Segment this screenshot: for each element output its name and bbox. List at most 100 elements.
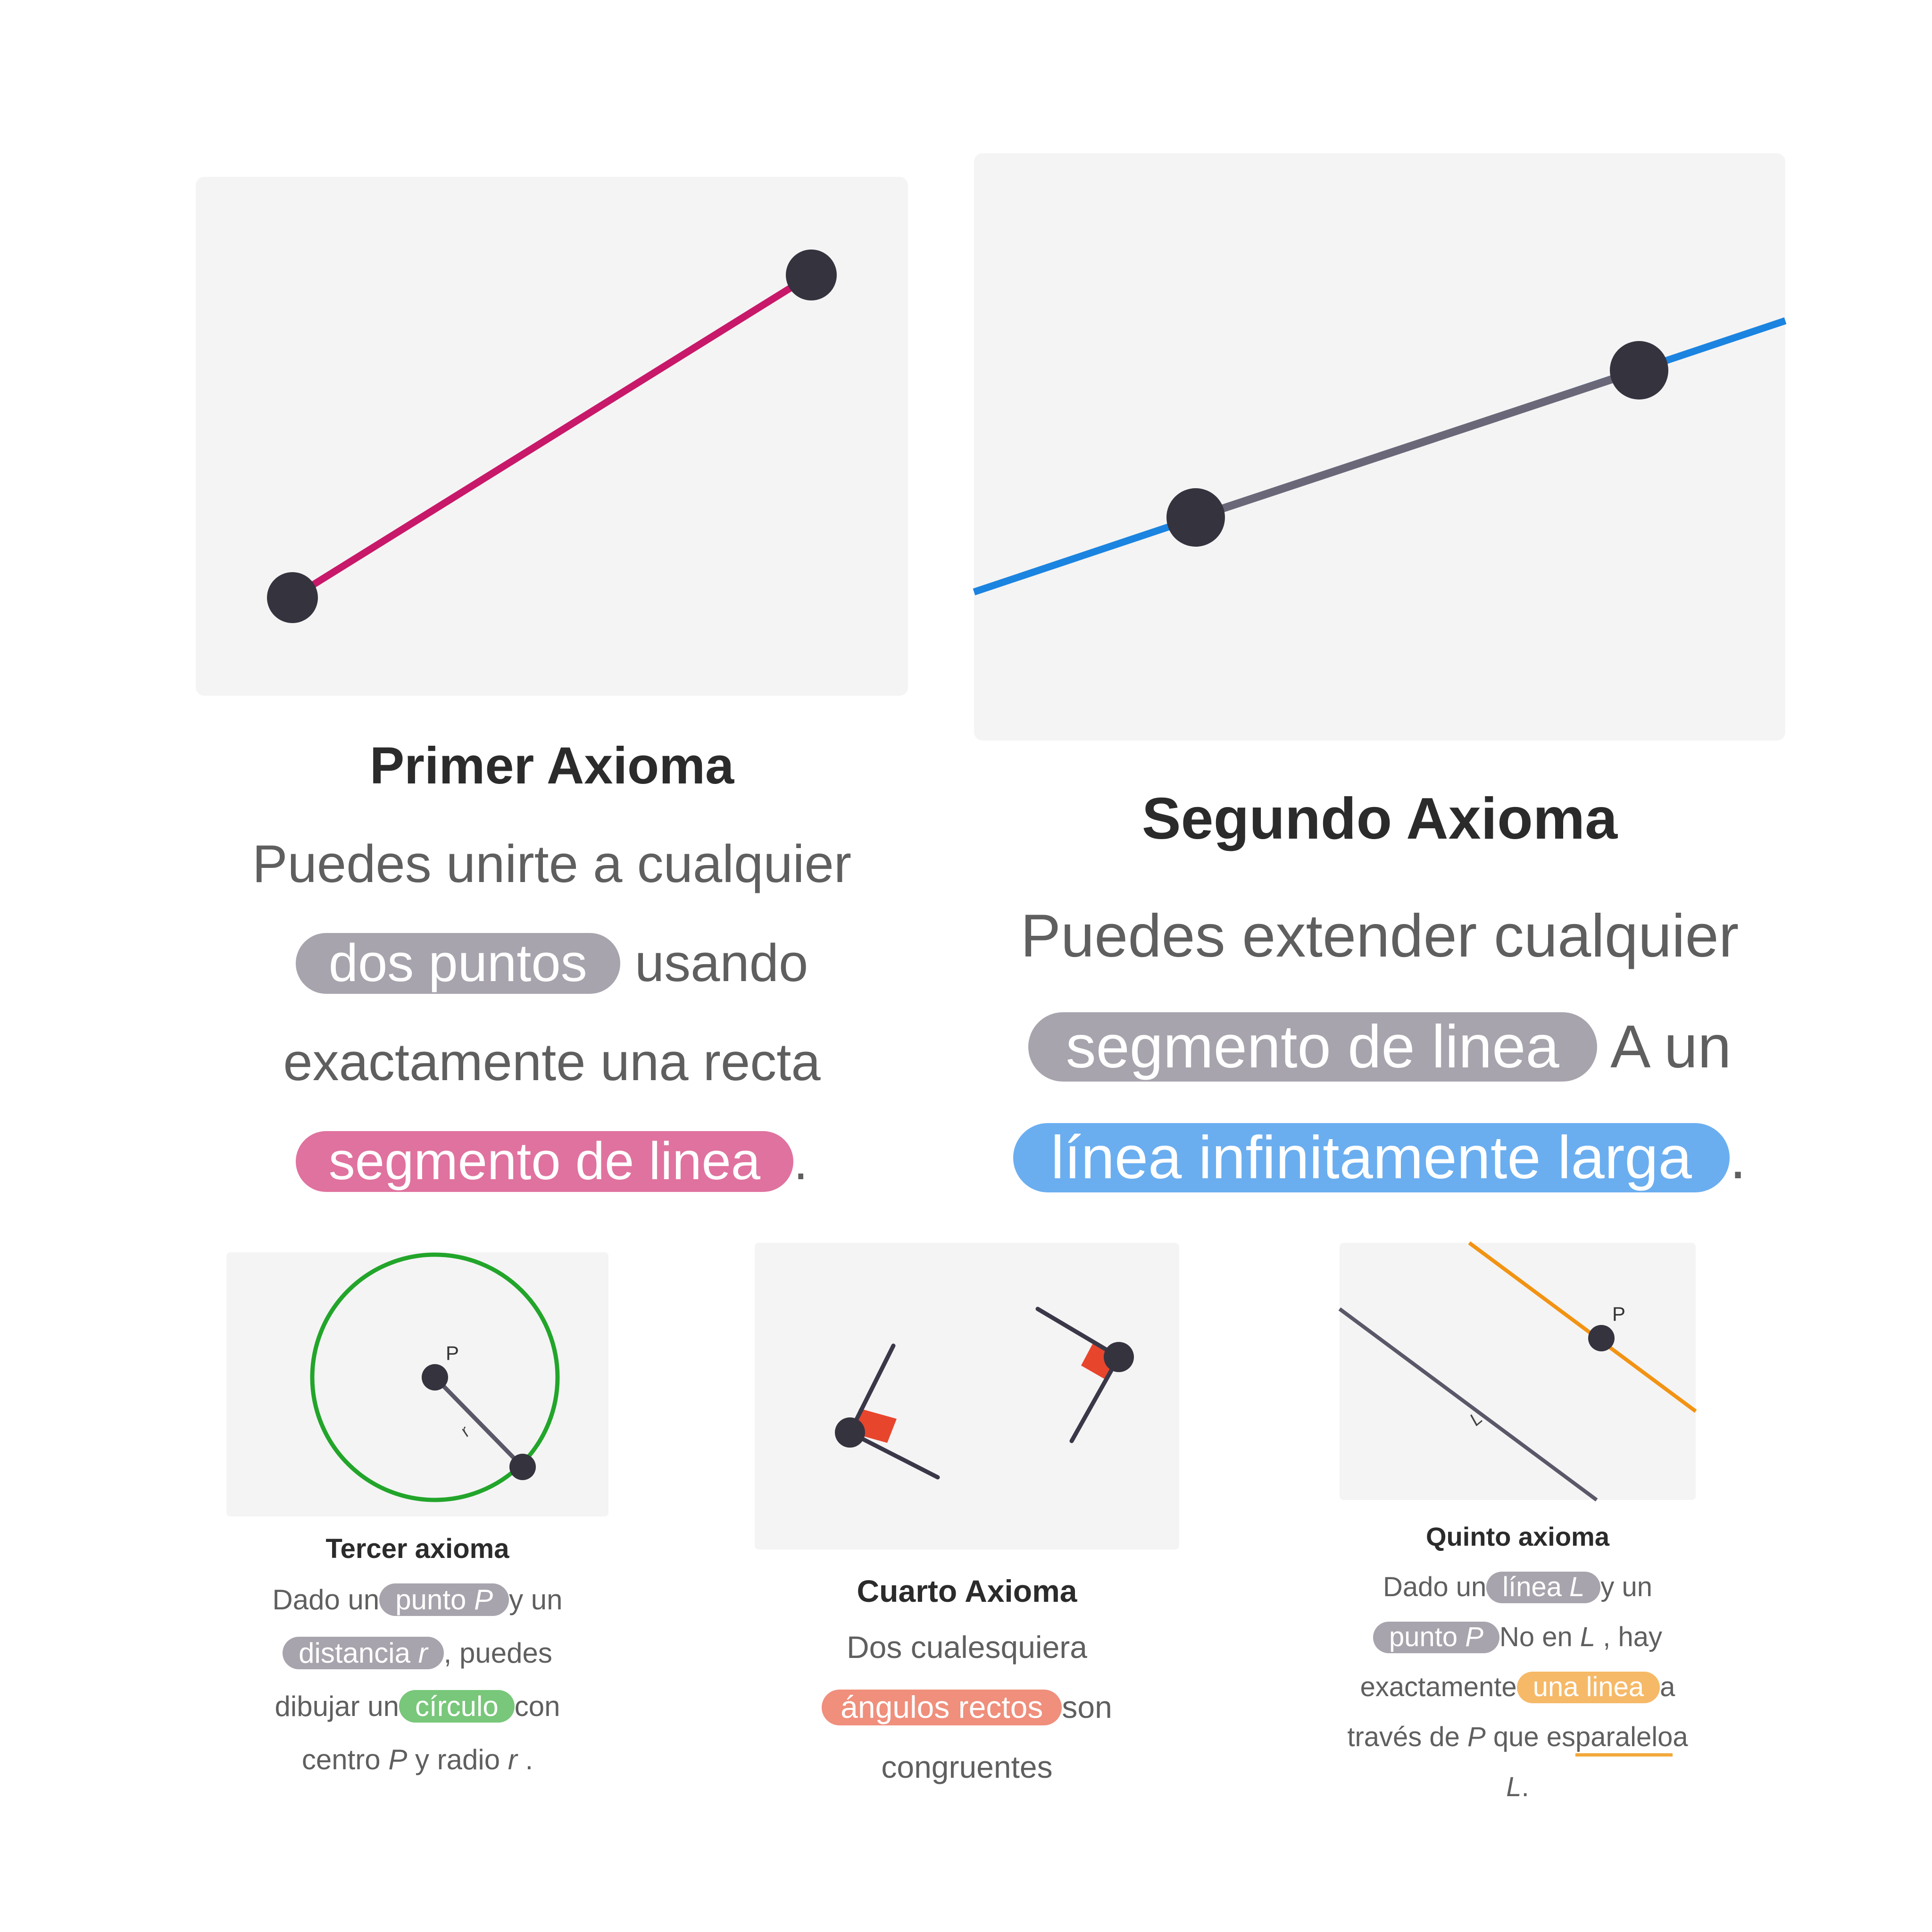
pill-right-angles[interactable]: ángulos rectos	[822, 1690, 1062, 1725]
pill-one-line[interactable]: una linea	[1516, 1672, 1660, 1703]
pill-two-points[interactable]: dos puntos	[295, 933, 620, 994]
axiom2-diagram	[973, 153, 1787, 741]
edge-point[interactable]	[509, 1454, 536, 1480]
line-segment	[1194, 366, 1641, 522]
axiom2-caption: Segundo Axioma Puedes extender cualquier…	[958, 785, 1802, 1213]
text: congruentes	[881, 1749, 1053, 1784]
text: y radio	[415, 1744, 500, 1775]
vertex-right[interactable]	[1104, 1342, 1134, 1372]
axiom2-title: Segundo Axioma	[1141, 786, 1618, 851]
axiom3-title: Tercer axioma	[325, 1533, 509, 1564]
axiom4-diagram	[755, 1243, 1179, 1549]
axiom1-title: Primer Axioma	[369, 737, 734, 795]
text: con	[514, 1690, 560, 1722]
text: son	[1062, 1690, 1112, 1724]
label-p: P	[446, 1342, 459, 1364]
circle	[310, 1252, 560, 1502]
text: y un	[509, 1584, 563, 1616]
text: .	[1729, 1124, 1747, 1191]
text: a	[1660, 1672, 1675, 1702]
text: Dos cualesquiera	[847, 1630, 1087, 1665]
text: .	[525, 1744, 533, 1775]
var-r: r	[508, 1744, 517, 1775]
label-l: L	[1466, 1408, 1486, 1430]
angle-arm	[848, 1430, 940, 1480]
var-r: r	[418, 1637, 428, 1669]
pill-label: distancia	[299, 1637, 410, 1669]
pill-circle[interactable]: círculo	[399, 1690, 515, 1723]
var-l: L	[1580, 1622, 1596, 1652]
text: exactamente	[1360, 1672, 1517, 1702]
axiom3-svg: P r	[310, 1252, 560, 1502]
axiom5-svg: P L	[1338, 1241, 1697, 1502]
text: No en	[1499, 1622, 1573, 1652]
pill-infinite-line[interactable]: línea infinitamente larga	[1013, 1123, 1730, 1193]
axiom4-svg	[835, 1307, 1134, 1480]
axiom4-title: Cuarto Axioma	[857, 1574, 1077, 1608]
var-l: L	[1506, 1772, 1522, 1802]
text: centro	[301, 1744, 381, 1775]
label-r: r	[456, 1422, 475, 1440]
var-p: P	[388, 1744, 408, 1775]
vertex-left[interactable]	[835, 1417, 865, 1448]
axiom4-text: Dos cualesquiera ángulos rectos son congr…	[736, 1617, 1198, 1797]
axiom5-diagram: P L	[1338, 1241, 1697, 1502]
axiom1-text: Puedes unirte a cualquier dos puntos usa…	[196, 815, 908, 1211]
pill-label: línea	[1502, 1572, 1562, 1602]
text: Dado un	[272, 1584, 380, 1616]
text: .	[793, 1132, 808, 1191]
pill-label: punto	[1389, 1622, 1458, 1652]
text: y un	[1600, 1572, 1653, 1602]
text: Puedes unirte a cualquier	[252, 834, 852, 893]
line-l	[1338, 1307, 1598, 1502]
pill-distance-r[interactable]: distancia r	[283, 1637, 444, 1669]
text: Puedes extender cualquier	[1020, 902, 1739, 970]
endpoint-a[interactable]	[267, 572, 318, 623]
pill-line-l[interactable]: línea L	[1486, 1572, 1601, 1603]
endpoint-a[interactable]	[1166, 488, 1225, 547]
radius-line	[433, 1375, 525, 1469]
center-point[interactable]	[422, 1364, 448, 1391]
axiom1-svg	[267, 250, 837, 623]
axiom5-title: Quinto axioma	[1426, 1522, 1609, 1551]
label-p: P	[1612, 1303, 1625, 1325]
text: que es	[1493, 1722, 1576, 1752]
text: través de	[1347, 1722, 1460, 1752]
pill-line-segment[interactable]: segmento de linea	[1028, 1012, 1597, 1082]
text: , hay	[1603, 1622, 1662, 1652]
angle-arm	[1069, 1355, 1121, 1443]
var-l: L	[1569, 1572, 1585, 1602]
angle-arm	[848, 1343, 896, 1435]
pill-line-segment[interactable]: segmento de linea	[295, 1131, 794, 1192]
pill-point-p[interactable]: punto P	[1373, 1622, 1499, 1653]
var-p: P	[1467, 1722, 1486, 1752]
axiom2-svg	[973, 317, 1787, 596]
endpoint-b[interactable]	[786, 250, 837, 300]
text: usando	[634, 933, 808, 992]
text: .	[1521, 1772, 1529, 1802]
axiom3-diagram: P r	[226, 1252, 608, 1516]
text: a	[1673, 1722, 1688, 1752]
text: exactamente una recta	[283, 1033, 821, 1091]
endpoint-b[interactable]	[1610, 341, 1668, 400]
axiom2-text: Puedes extender cualquier segmento de li…	[958, 881, 1802, 1213]
point-p[interactable]	[1588, 1325, 1615, 1351]
text: Dado un	[1382, 1572, 1487, 1602]
var-p: P	[1465, 1622, 1483, 1652]
text: A un	[1610, 1013, 1732, 1081]
axiom1-diagram	[196, 177, 908, 696]
text: , puedes	[443, 1637, 552, 1669]
line-segment	[289, 271, 815, 601]
parallel-line	[1468, 1241, 1697, 1413]
angle-arm	[1035, 1307, 1121, 1359]
parallel-underlined[interactable]: paralelo	[1575, 1722, 1673, 1757]
pill-point-p[interactable]: punto P	[379, 1583, 509, 1616]
text: dibujar un	[275, 1690, 400, 1722]
pill-label: punto	[395, 1584, 466, 1616]
axiom1-caption: Primer Axioma Puedes unirte a cualquier …	[196, 736, 908, 1211]
var-p: P	[474, 1584, 493, 1616]
